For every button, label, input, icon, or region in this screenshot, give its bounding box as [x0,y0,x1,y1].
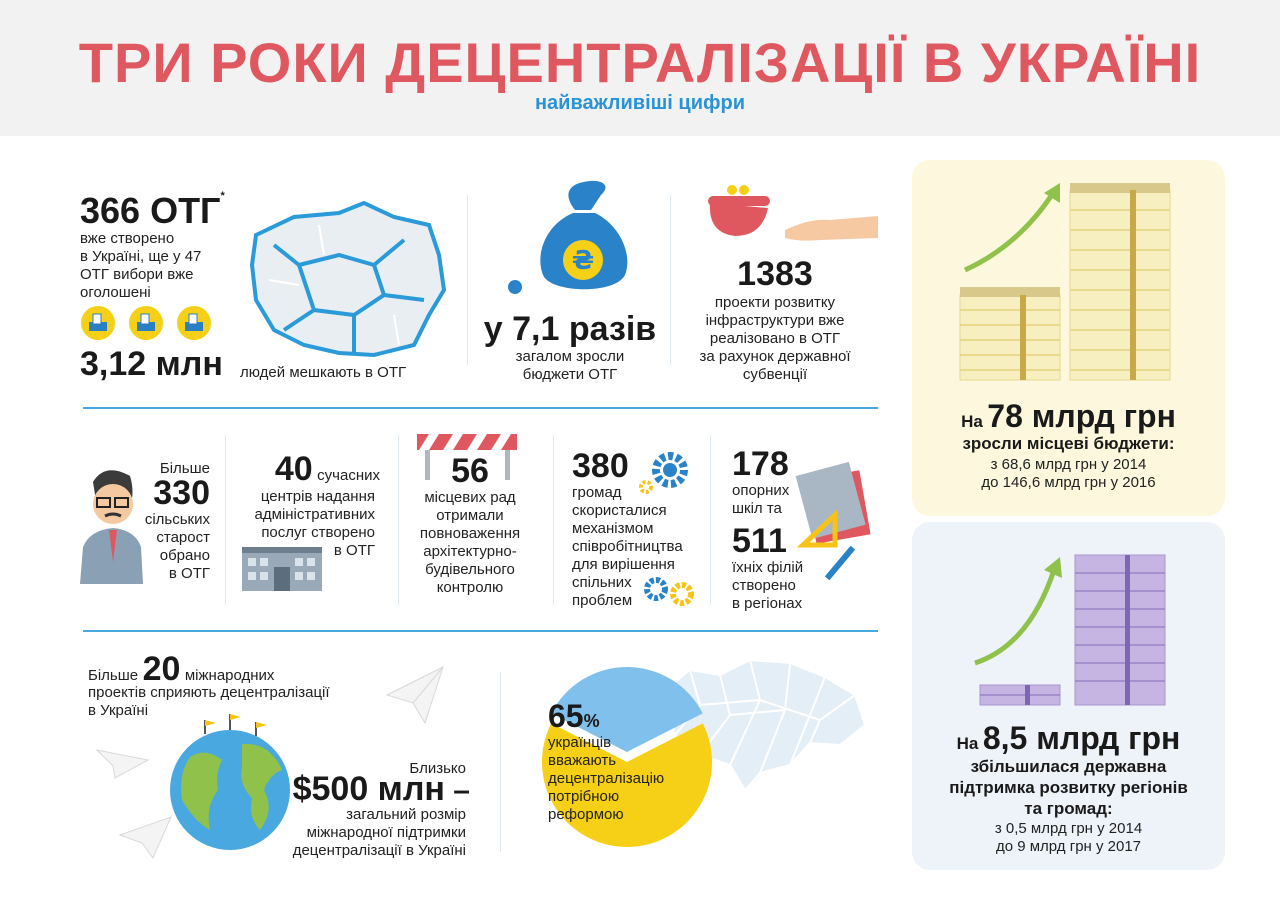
branches-count: 511 [732,522,787,560]
section-divider-1 [83,407,878,409]
centers-heading: 40 сучасних [274,450,380,488]
column-divider [553,435,554,605]
local-budgets-amount: На 78 млрд грн [961,398,1176,434]
village-elder-icon [80,470,143,584]
opinion-percent: 65% [548,698,600,734]
column-divider [398,435,399,605]
state-support-to: до 9 млрд грн у 2017 [995,838,1142,855]
road-barrier-icon [417,434,517,480]
starosty-prefix: Більше [159,460,210,477]
column-divider [225,435,226,605]
paper-plane-icon [118,816,172,859]
gears-icon [639,452,688,494]
money-bag-icon: ₴ [508,180,628,294]
otg-count: 366 ОТГ* [80,190,225,231]
region-map-icon [249,200,447,358]
globe-icon [170,714,290,850]
school-supplies-icon [795,461,871,581]
ballot-box-icon [177,306,211,340]
starosty-count: 330 [153,474,210,512]
projects-count: 1383 [737,255,813,293]
header-band [0,0,1280,136]
opinion-label: українців вважають децентралізацію потрібно… [548,734,665,823]
ballot-box-icon [81,306,115,340]
ballot-box-icon [129,306,163,340]
schools-count: 178 [732,445,789,483]
people-label: людей мешкають в ОТГ [240,364,407,381]
state-support-from: з 0,5 млрд грн у 2014 [994,820,1143,837]
support-label: загальний розмір міжнародної підтримки дец… [292,806,466,859]
international-heading: Більше 20 міжнародних [88,650,275,688]
column-divider [500,672,501,852]
ballot-box-icons [81,306,211,340]
support-prefix: Близько [409,760,466,777]
section-divider-2 [83,630,878,632]
local-budgets-to: до 146,6 млрд грн у 2016 [981,474,1156,491]
pie-slice-other [551,667,703,752]
admin-building-icon [242,547,322,591]
page-title: ТРИ РОКИ ДЕЦЕНТРАЛІЗАЦІЇ В УКРАЇНІ [78,31,1202,94]
budgets-label: загалом зросли бюджети ОТГ [515,348,625,383]
paper-plane-icon [95,749,150,779]
money-stacks-icon [974,554,1166,706]
cooperation-label: громад скористалися механізмом співробітниц… [572,484,683,609]
column-divider [467,195,468,365]
councils-count: 56 [451,452,489,490]
paper-plane-icon [385,666,444,725]
state-support-panel [912,522,1225,870]
state-support-amount: На 8,5 млрд грн [956,720,1181,756]
column-divider [670,195,671,365]
support-amount: $500 млн – [292,770,470,808]
people-count: 3,12 млн [80,345,223,383]
schools-label: опорних шкіл та [732,482,790,517]
branches-label: їхніх філій створено в регіонах [732,559,804,612]
opinion-pie-chart [542,667,712,847]
gears-icon [644,577,694,606]
money-stacks-icon [959,183,1171,381]
starosty-label: сільських старост обрано в ОТГ [144,511,210,582]
purse-hand-icon [708,185,878,241]
otg-description: вже створено в Україні, ще у 47 ОТГ вибо… [80,230,202,301]
column-divider [710,435,711,605]
pie-slice-support [542,723,712,847]
state-support-headline: збільшилася державна підтримка розвитку р… [949,757,1188,818]
svg-text:₴: ₴ [572,246,594,276]
local-budgets-from: з 68,6 млрд грн у 2014 [990,456,1147,473]
local-budgets-headline: зросли місцеві бюджети: [962,434,1175,453]
projects-label: проекти розвитку інфраструктури вже реаліз… [699,294,851,383]
budgets-growth: у 7,1 разів [483,310,657,348]
international-label: проектів сприяють децентралізації в Украї… [88,684,330,719]
cooperation-count: 380 [572,447,629,485]
centers-label: центрів надання адміністративних послуг ст… [254,488,375,559]
page-subtitle: найважливіші цифри [534,92,746,114]
councils-label: місцевих рад отримали повноваження архітект… [419,489,521,596]
